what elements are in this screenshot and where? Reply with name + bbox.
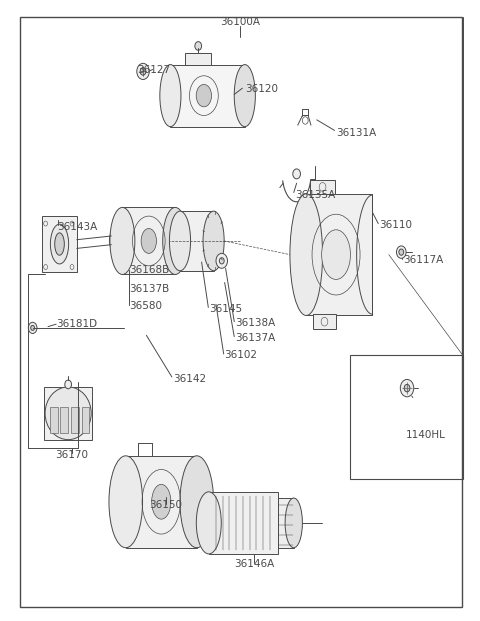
Bar xyxy=(209,492,278,554)
Text: 36135A: 36135A xyxy=(295,190,336,200)
Text: 36110: 36110 xyxy=(379,220,412,230)
Circle shape xyxy=(216,253,228,268)
Ellipse shape xyxy=(109,229,121,252)
Bar xyxy=(180,211,214,271)
Circle shape xyxy=(31,325,35,330)
Ellipse shape xyxy=(180,456,214,548)
Ellipse shape xyxy=(234,65,255,127)
Text: 36150: 36150 xyxy=(149,501,182,510)
Text: 36100A: 36100A xyxy=(220,17,260,27)
Bar xyxy=(42,216,77,272)
Text: 36117A: 36117A xyxy=(403,255,444,265)
Circle shape xyxy=(65,380,72,389)
Text: 36142: 36142 xyxy=(173,374,206,384)
Ellipse shape xyxy=(55,233,64,255)
Text: 36131A: 36131A xyxy=(336,128,376,138)
Ellipse shape xyxy=(196,492,221,554)
Circle shape xyxy=(396,246,406,258)
Circle shape xyxy=(195,42,202,50)
Ellipse shape xyxy=(163,207,188,274)
Bar xyxy=(278,498,294,548)
Circle shape xyxy=(137,63,149,79)
Bar xyxy=(126,456,197,548)
Bar xyxy=(122,207,175,274)
Ellipse shape xyxy=(50,224,69,264)
Text: 1140HL: 1140HL xyxy=(406,430,446,440)
Circle shape xyxy=(219,258,224,264)
Circle shape xyxy=(400,379,414,397)
Ellipse shape xyxy=(160,65,181,127)
Text: 36145: 36145 xyxy=(209,304,242,314)
Ellipse shape xyxy=(141,229,156,253)
Circle shape xyxy=(293,169,300,179)
Circle shape xyxy=(28,322,37,333)
Text: 36120: 36120 xyxy=(245,84,278,94)
Text: 36181D: 36181D xyxy=(57,319,98,329)
Text: 36127: 36127 xyxy=(137,65,170,75)
Bar xyxy=(350,355,463,479)
Text: 36146A: 36146A xyxy=(234,559,275,569)
Ellipse shape xyxy=(45,387,91,440)
Ellipse shape xyxy=(290,194,323,315)
Text: 36137A: 36137A xyxy=(235,333,276,343)
Ellipse shape xyxy=(109,456,143,548)
Bar xyxy=(50,407,58,433)
Ellipse shape xyxy=(285,498,302,548)
Bar xyxy=(82,407,89,433)
Text: 36143A: 36143A xyxy=(58,222,98,232)
Text: 36138A: 36138A xyxy=(235,318,276,328)
Bar xyxy=(185,53,211,65)
Bar xyxy=(44,387,92,440)
Bar xyxy=(306,194,372,315)
Circle shape xyxy=(404,384,410,392)
Bar xyxy=(310,180,335,194)
Text: 36137B: 36137B xyxy=(130,284,170,294)
Ellipse shape xyxy=(203,211,224,271)
Text: 36580: 36580 xyxy=(130,301,163,310)
Text: 36102: 36102 xyxy=(225,350,258,360)
Ellipse shape xyxy=(112,234,118,247)
Ellipse shape xyxy=(196,84,212,107)
Ellipse shape xyxy=(152,484,171,519)
Bar xyxy=(170,65,245,127)
Text: 36168B: 36168B xyxy=(130,265,170,275)
Ellipse shape xyxy=(169,211,191,271)
Bar xyxy=(60,407,68,433)
Circle shape xyxy=(399,249,404,255)
Ellipse shape xyxy=(110,207,135,274)
Circle shape xyxy=(140,68,146,75)
Ellipse shape xyxy=(322,230,350,279)
Bar xyxy=(313,314,336,329)
Bar xyxy=(71,407,79,433)
Text: 36170: 36170 xyxy=(56,450,88,460)
